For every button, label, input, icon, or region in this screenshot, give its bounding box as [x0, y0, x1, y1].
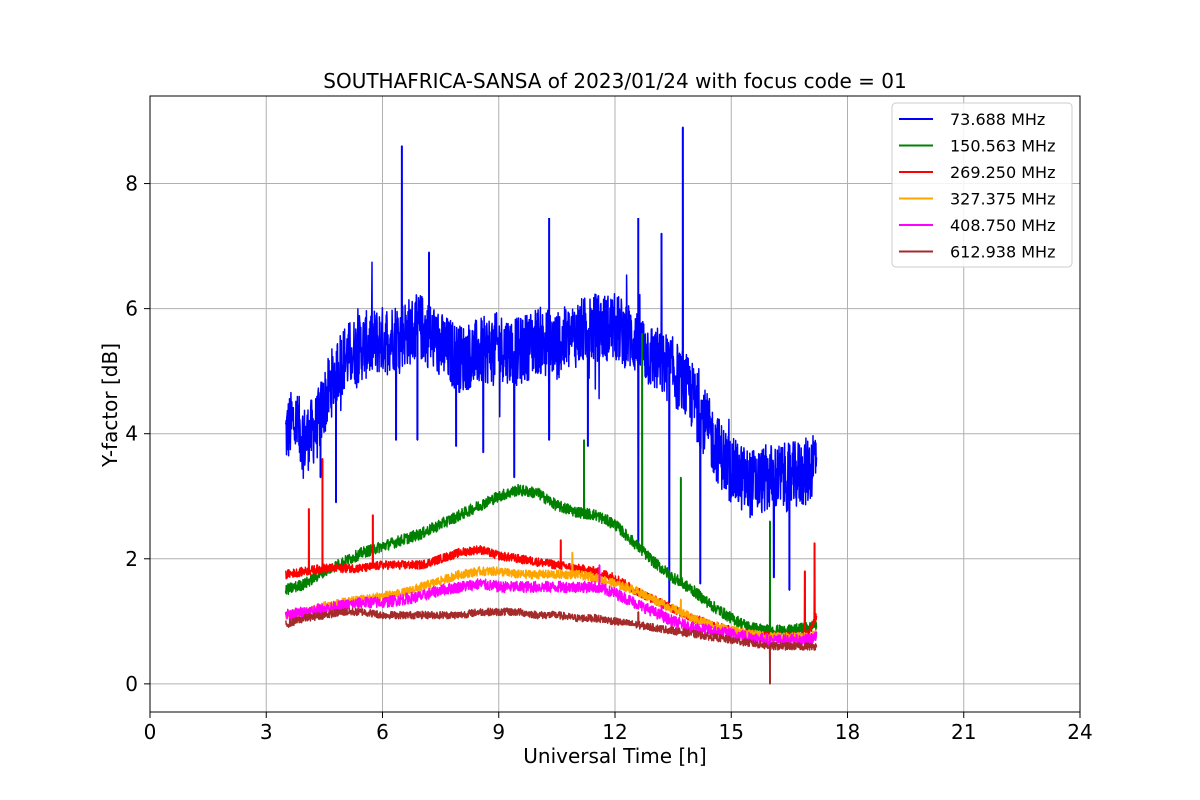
legend: 73.688 MHz 150.563 MHz 269.250 MHz 327.375 … — [891, 102, 1073, 268]
series-line-2 — [284, 332, 818, 638]
legend-box — [891, 102, 1073, 268]
legend-entry-label: 408.750 MHz — [950, 216, 1055, 235]
x-tick-label: 6 — [376, 720, 389, 744]
legend-entry-label: 269.250 MHz — [950, 163, 1055, 182]
x-tick-label: 18 — [835, 720, 860, 744]
legend-entry-label: 612.938 MHz — [950, 243, 1055, 262]
y-tick-label: 6 — [125, 297, 138, 321]
y-tick-label: 2 — [125, 547, 138, 571]
legend-entry-label: 327.375 MHz — [950, 190, 1055, 209]
legend-entry-label: 73.688 MHz — [950, 110, 1045, 129]
y-tick-label: 0 — [125, 672, 138, 696]
series-line-6 — [285, 607, 818, 685]
y-axis-label: Y-factor [dB] — [98, 343, 122, 468]
y-axis: 0 2 4 6 8 — [125, 172, 150, 696]
x-tick-label: 24 — [1067, 720, 1092, 744]
y-tick-label: 8 — [125, 172, 138, 196]
x-tick-label: 21 — [951, 720, 976, 744]
x-tick-label: 9 — [492, 720, 505, 744]
x-tick-label: 0 — [144, 720, 157, 744]
x-tick-label: 15 — [719, 720, 744, 744]
chart-title: SOUTHAFRICA-SANSA of 2023/01/24 with foc… — [323, 69, 907, 93]
series-line-3 — [284, 457, 818, 642]
x-axis-label: Universal Time [h] — [523, 744, 706, 768]
y-tick-label: 4 — [125, 422, 138, 446]
x-tick-label: 12 — [602, 720, 627, 744]
series-line-1 — [284, 126, 818, 604]
x-tick-label: 3 — [260, 720, 273, 744]
series-layer — [284, 126, 818, 685]
x-axis: 0 3 6 9 12 15 18 21 24 — [144, 712, 1093, 744]
legend-entry-label: 150.563 MHz — [950, 137, 1055, 156]
series-line-5 — [284, 564, 818, 647]
